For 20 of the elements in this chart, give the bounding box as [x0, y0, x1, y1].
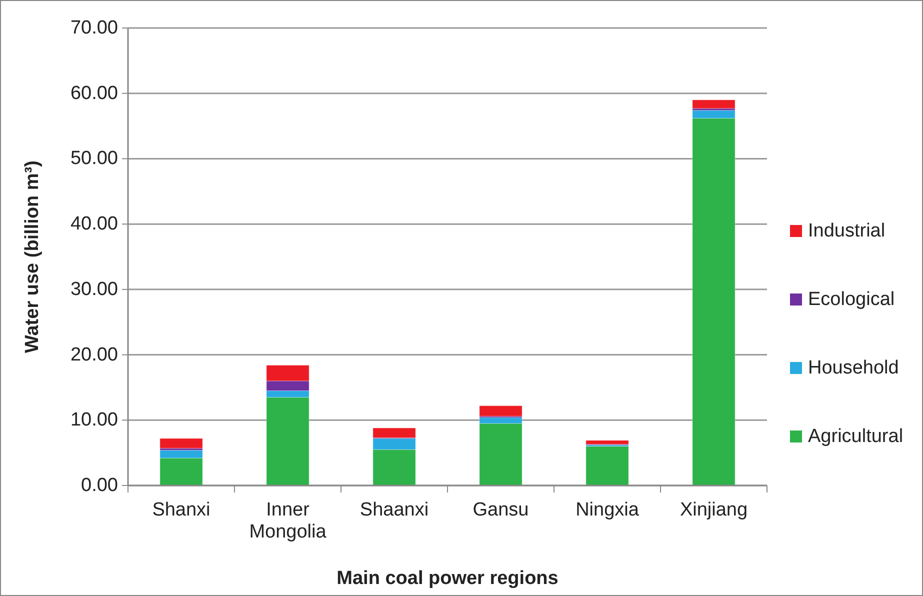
x-tick-label: Ningxia — [576, 500, 640, 520]
y-tick-label: 0.00 — [81, 475, 118, 496]
x-tick-label: Xinjiang — [680, 500, 748, 520]
x-tick-label: Inner Mongolia — [249, 500, 327, 542]
x-tick-label: Gansu — [472, 500, 529, 520]
x-tick-label: Shaanxi — [360, 500, 429, 520]
y-axis-title: Water use (billion m³) — [22, 160, 43, 353]
legend-label: Household — [808, 358, 899, 378]
y-tick-label: 40.00 — [70, 214, 118, 235]
legend-label: Industrial — [808, 220, 886, 242]
y-tick-label: 70.00 — [70, 18, 118, 38]
x-tick-label: Shanxi — [152, 500, 210, 520]
legend-label: Agricultural — [808, 426, 904, 447]
legend-label: Ecological — [808, 289, 895, 310]
y-tick-label: 60.00 — [70, 82, 118, 104]
y-tick-label: 20.00 — [70, 344, 118, 366]
y-tick-label: 50.00 — [70, 148, 118, 170]
y-tick-label: 30.00 — [70, 278, 118, 300]
y-tick-label: 10.00 — [70, 410, 118, 431]
x-axis-title: Main coal power regions — [336, 568, 558, 589]
